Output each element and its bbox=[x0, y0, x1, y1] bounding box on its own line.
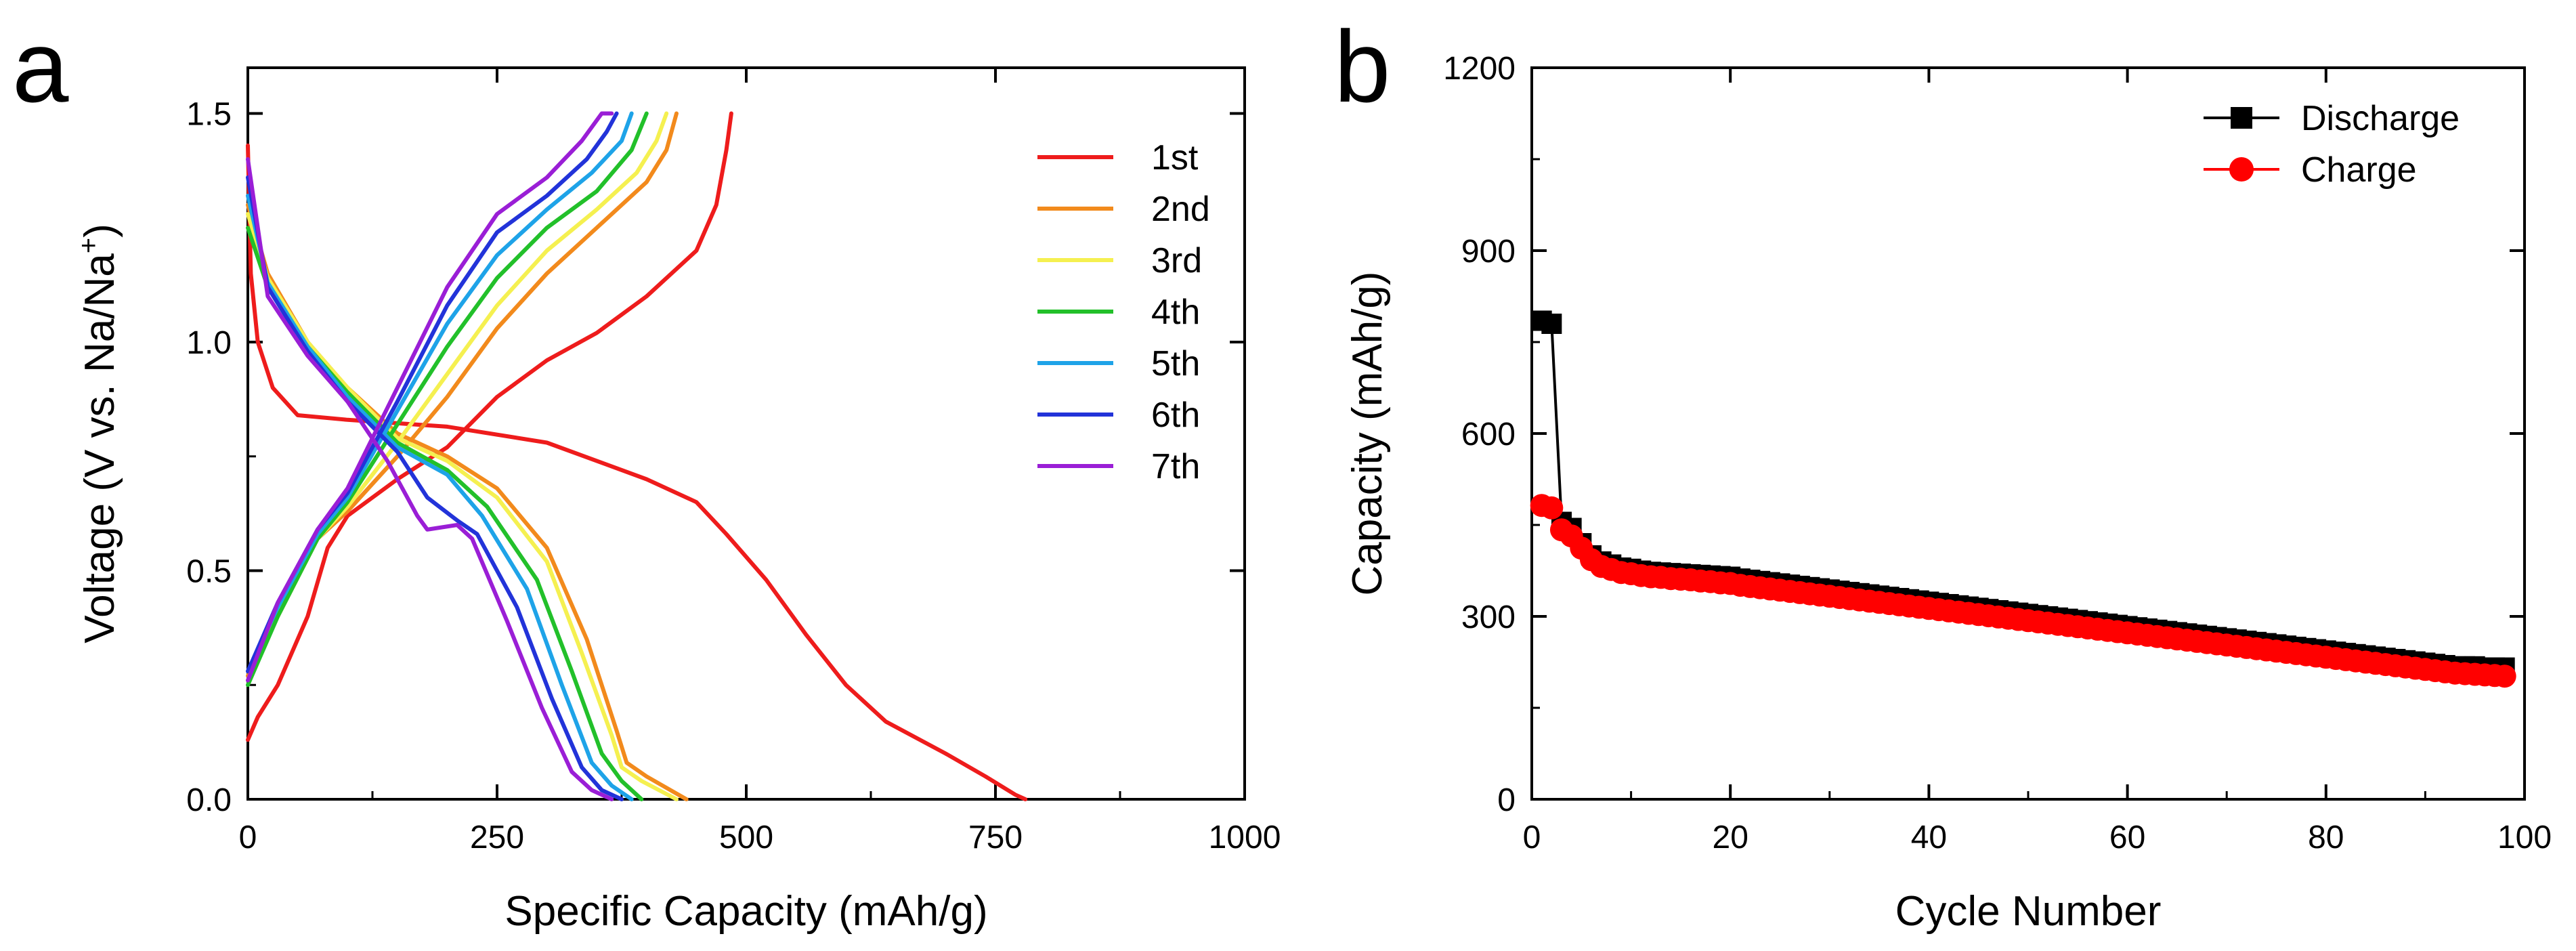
panel-a-1st-discharge-curve bbox=[246, 143, 1028, 801]
panel-a-legend-label: 4th bbox=[1151, 293, 1200, 332]
panel-a-y-axis-label: Voltage (V vs. Na/Na+) bbox=[74, 224, 123, 643]
panel-b-y-tick-label: 300 bbox=[1461, 599, 1516, 635]
panel-a-y-tick-label: 0.0 bbox=[186, 782, 232, 818]
panel-b-legend-swatch-marker-discharge bbox=[2231, 107, 2252, 129]
panel-b-charge-point bbox=[1540, 496, 1564, 520]
panel-a-x-tick-label: 250 bbox=[470, 820, 524, 855]
panel-a-x-tick-label: 750 bbox=[968, 820, 1023, 855]
panel-b-label: b bbox=[1334, 9, 1390, 123]
panel-b-legend-label: Discharge bbox=[2301, 99, 2460, 138]
panel-b-legend-label: Charge bbox=[2301, 150, 2417, 190]
panel-b-ticks: 0 20 40 60 80 100 0 300 600 900 1200 bbox=[1443, 51, 2552, 855]
panel-a-legend-label: 6th bbox=[1151, 396, 1200, 435]
panel-b-legend-swatch-marker-charge bbox=[2229, 157, 2254, 182]
panel-a-legend-label: 3rd bbox=[1151, 241, 1202, 280]
panel-b-x-tick-label: 60 bbox=[2109, 820, 2145, 855]
panel-a-legend-label: 2nd bbox=[1151, 190, 1210, 229]
panel-a-legend-label: 1st bbox=[1151, 138, 1199, 177]
panel-a-1st-charge-curve bbox=[246, 111, 733, 742]
panel-a-3rd-discharge-curve bbox=[246, 212, 679, 801]
panel-b-y-axis-label: Capacity (mAh/g) bbox=[1344, 272, 1391, 596]
panel-b-x-tick-label: 100 bbox=[2497, 820, 2552, 855]
panel-a-x-tick-label: 500 bbox=[719, 820, 773, 855]
panel-a-legend: 1st 2nd 3rd 4th 5th 6th 7th bbox=[1037, 138, 1210, 486]
panel-a-y-tick-label: 0.5 bbox=[186, 554, 232, 590]
panel-a-x-tick-label: 0 bbox=[239, 820, 257, 855]
panel-a-legend-label: 7th bbox=[1151, 447, 1200, 486]
panel-a-y-axis-label-end: ) bbox=[77, 224, 123, 238]
panel-a-legend-label: 5th bbox=[1151, 344, 1200, 383]
panel-a-3rd-charge-curve bbox=[246, 111, 669, 683]
panel-a-y-tick-label: 1.0 bbox=[186, 325, 232, 361]
panel-b-x-axis-label: Cycle Number bbox=[1895, 888, 2162, 935]
panel-a-5th-discharge-curve bbox=[246, 194, 634, 801]
panel-b-x-tick-label: 80 bbox=[2308, 820, 2344, 855]
panel-b-x-tick-label: 0 bbox=[1523, 820, 1541, 855]
panel-b-y-tick-label: 600 bbox=[1461, 417, 1516, 452]
panel-b-series bbox=[1530, 310, 2516, 688]
panel-a-y-axis-label-main: Voltage (V vs. Na/Na bbox=[77, 253, 123, 643]
panel-b-y-tick-label: 1200 bbox=[1443, 51, 1516, 87]
panel-a-5th-charge-curve bbox=[246, 111, 634, 673]
panel-a-ticks: 0 250 500 750 1000 0.0 0.5 1.0 1.5 bbox=[186, 68, 1281, 855]
panel-a-label: a bbox=[12, 9, 69, 123]
panel-a-x-axis-label: Specific Capacity (mAh/g) bbox=[505, 888, 987, 935]
panel-b: b 0 20 40 60 80 100 0 300 600 900 1200 Discharge Ch… bbox=[1334, 9, 2552, 935]
panel-a-7th-charge-curve bbox=[246, 111, 614, 683]
panel-b-y-tick-label: 0 bbox=[1497, 782, 1516, 818]
panel-a-7th-discharge-curve bbox=[246, 157, 614, 801]
panel-a-series bbox=[246, 111, 1028, 801]
panel-b-charge-point bbox=[2493, 664, 2516, 688]
panel-a-4th-charge-curve bbox=[246, 111, 649, 688]
panel-a-y-axis-label-sup: + bbox=[74, 238, 104, 253]
panel-a-6th-discharge-curve bbox=[246, 175, 624, 801]
panel-b-x-tick-label: 20 bbox=[1713, 820, 1748, 855]
panel-b-discharge-point bbox=[1541, 314, 1562, 334]
panel-a: a 0 250 500 750 1000 0.0 0.5 1.0 1.5 1st 2nd 3rd 4t… bbox=[12, 9, 1281, 935]
panel-b-x-tick-label: 40 bbox=[1911, 820, 1947, 855]
panel-a-x-tick-label: 1000 bbox=[1209, 820, 1281, 855]
panel-b-legend: Discharge Charge bbox=[2204, 99, 2460, 190]
panel-a-y-tick-label: 1.5 bbox=[186, 97, 232, 133]
panel-b-y-tick-label: 900 bbox=[1461, 234, 1516, 270]
